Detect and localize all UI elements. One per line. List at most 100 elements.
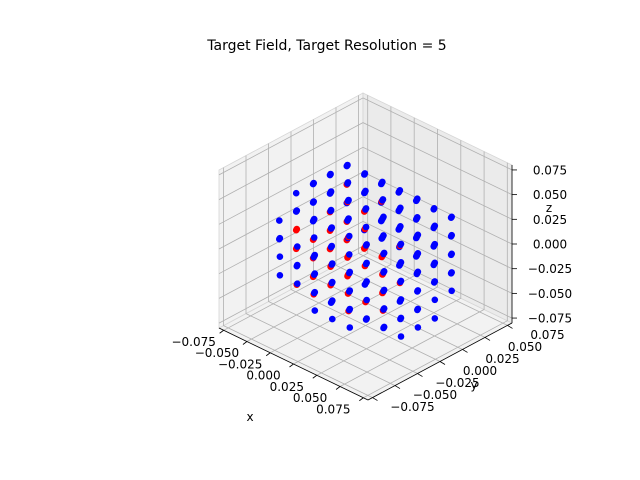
scatter-point-blue [361, 170, 369, 177]
y-gridline [245, 155, 396, 386]
scatter-point-blue [329, 297, 336, 304]
scatter-point-blue [328, 224, 336, 231]
z-gridline [218, 122, 513, 200]
scatter-point-blue [380, 286, 388, 294]
scatter-point-blue [397, 277, 405, 285]
y-gridline [335, 107, 486, 338]
z-axis-label: z [546, 201, 552, 215]
x-gridline [223, 95, 369, 331]
x-tick-label: 0.050 [293, 391, 327, 405]
scatter-point-blue [414, 250, 422, 257]
scatter-point-blue [380, 232, 387, 239]
chart-title: Target Field, Target Resolution = 5 [206, 38, 446, 54]
scatter-point-blue [363, 241, 371, 248]
x-tick-mark [289, 363, 294, 368]
y-tick-label: −0.075 [390, 400, 434, 414]
scatter-point-blue [380, 249, 388, 257]
scatter-point-blue [294, 280, 301, 288]
y-gridline [268, 143, 418, 374]
scatter-point-blue [310, 179, 318, 187]
scatter-point-blue [362, 205, 370, 212]
scatter-point-blue [414, 324, 422, 331]
x-tick-mark [219, 329, 224, 334]
scatter-point-blue [276, 272, 284, 279]
scatter-point-blue [414, 268, 422, 276]
z-tick-label: 0.025 [533, 213, 567, 227]
y-tick-mark [417, 373, 423, 377]
x-tick-mark [335, 386, 341, 390]
y-tick-mark [484, 337, 491, 341]
x-axis-label: x [246, 410, 253, 424]
z-tick-label: 0.075 [533, 163, 567, 177]
scatter-point-blue [397, 240, 405, 248]
scatter-point-blue [397, 314, 405, 322]
scatter-point-blue [345, 196, 352, 204]
scatter-point-blue [431, 315, 439, 322]
x-gridline [293, 129, 438, 365]
scatter-point-blue [414, 195, 421, 202]
z-gridline [218, 146, 513, 225]
x-tick-label: −0.050 [195, 346, 239, 360]
scatter-point-blue [431, 296, 439, 304]
y-gridline [358, 95, 508, 326]
x-gridline [363, 162, 508, 399]
scatter-point-blue [430, 205, 438, 212]
y-tick-label: −0.050 [413, 388, 457, 402]
scatter-point-blue [311, 270, 319, 277]
scatter-point-blue [431, 259, 439, 267]
scatter-point-blue [294, 243, 301, 250]
scatter-point-blue [397, 296, 405, 303]
z-tick-label: 0.050 [533, 188, 567, 202]
scatter-point-blue [276, 234, 284, 242]
scatter-point-blue [448, 213, 456, 221]
scatter-point-blue [328, 242, 336, 250]
scatter-point-blue [310, 198, 318, 205]
y-tick-label: 0.000 [463, 364, 497, 378]
scatter-point-blue [344, 179, 352, 186]
scatter-point-blue [363, 296, 371, 304]
x-gridline [316, 140, 462, 376]
z-tick-label: 0.000 [533, 238, 567, 252]
x-tick-mark [265, 352, 271, 357]
scatter-point-blue [311, 307, 319, 314]
scatter-point-blue [294, 261, 301, 269]
scatter-point-blue [397, 333, 405, 340]
scatter-point-blue [346, 324, 354, 331]
scatter-point-blue [379, 196, 387, 203]
y-tick-label: 0.025 [485, 352, 519, 366]
scatter-point-blue [380, 323, 388, 331]
y-gridline [223, 167, 373, 398]
scatter-point-blue [362, 223, 370, 231]
y-gridline [290, 131, 441, 362]
scatter-point-blue [329, 278, 336, 286]
scatter-point-blue [448, 250, 456, 258]
y-tick-label: 0.075 [530, 328, 564, 342]
x-tick-mark [312, 374, 318, 379]
scatter-point-blue [329, 315, 336, 323]
scatter-point-blue [276, 217, 283, 224]
scatter-point-blue [311, 288, 319, 296]
scatter-point-red [293, 225, 301, 233]
x-gridline [339, 151, 485, 387]
y-tick-mark [394, 385, 401, 389]
x-tick-label: 0.000 [246, 369, 280, 383]
scatter-point-blue [310, 234, 318, 241]
scatter-point-blue [327, 170, 334, 178]
scatter-point-blue [431, 240, 439, 248]
scatter-point-blue [292, 189, 300, 197]
x-tick-mark [359, 397, 364, 402]
scatter-point-blue [448, 287, 456, 295]
scatter-point-blue [327, 206, 335, 214]
y-tick-mark [439, 361, 446, 365]
scatter-point-blue [327, 188, 335, 195]
z-gridline [218, 97, 513, 176]
scatter-point-blue [397, 223, 404, 230]
scatter-point-blue [345, 215, 352, 222]
scatter-point-blue [414, 287, 422, 294]
z-tick-label: −0.075 [528, 312, 572, 326]
scatter-point-blue [346, 251, 353, 258]
scatter-point-blue [310, 215, 318, 223]
x-tick-mark [242, 341, 248, 345]
scatter-point-blue [346, 287, 354, 294]
scatter-point-blue [329, 260, 336, 267]
